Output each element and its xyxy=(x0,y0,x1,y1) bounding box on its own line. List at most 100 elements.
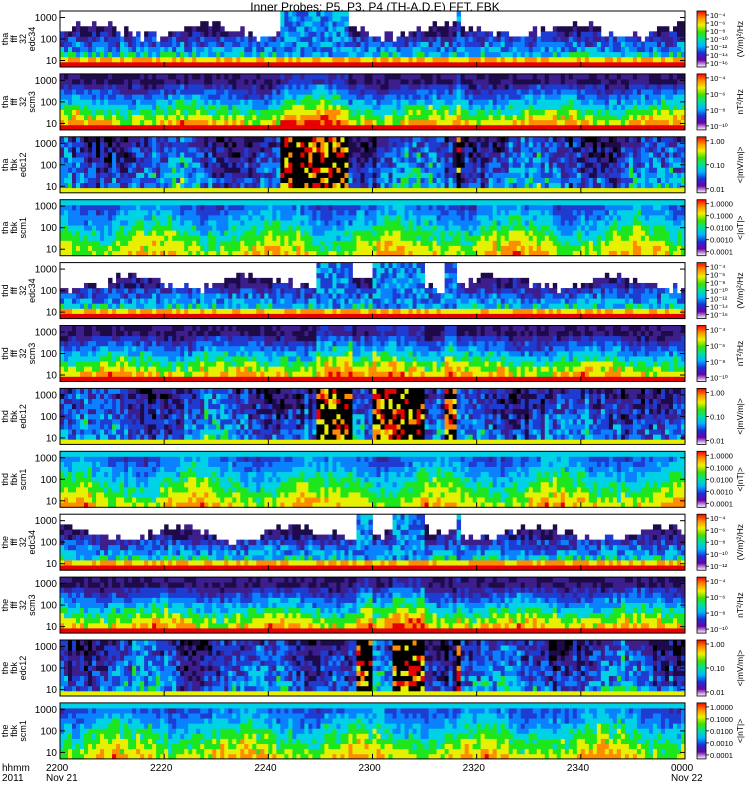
colorbar-tick-label: 10⁻⁸ xyxy=(710,538,725,547)
y-tick-label: 10 xyxy=(46,119,58,130)
colorbar-label: nT²/Hz xyxy=(735,89,745,115)
spectrogram-panel: 1000 100 10 thd fbk edc12 1.00 0.10 0.01 <|mV/m|> xyxy=(0,387,745,445)
colorbar xyxy=(696,513,707,571)
colorbar-tick-label: 10⁻⁶ xyxy=(710,526,725,535)
colorbar-label: nT²/Hz xyxy=(735,341,745,367)
y-axis-label: fbk xyxy=(9,410,19,423)
colorbar-tick-label: 10⁻¹⁶ xyxy=(710,311,728,320)
spectrogram-panel: 1000 100 10 the fff 32 scm3 10⁻⁴ 10⁻⁶ 10⁻⁸ 10⁻¹⁰ nT… xyxy=(0,576,745,634)
colorbar-tick-label: 1.00 xyxy=(710,640,725,649)
y-axis-label: fbk xyxy=(9,221,19,234)
colorbar-tick-label: 10⁻⁴ xyxy=(710,577,726,586)
colorbar-tick-label: 10⁻¹⁰ xyxy=(710,625,728,634)
colorbar-tick-label: 10⁻⁸ xyxy=(710,609,725,618)
colorbar-tick-label: 0.0010 xyxy=(710,739,733,748)
y-tick-label: 10 xyxy=(46,685,58,696)
y-axis-label: the xyxy=(0,536,10,549)
colorbar-tick-label: 10⁻⁴ xyxy=(710,263,726,272)
y-tick-label: 1000 xyxy=(35,327,58,338)
y-tick-label: 100 xyxy=(40,538,57,549)
y-tick-label: 100 xyxy=(40,664,57,675)
y-tick-label: 10 xyxy=(46,308,58,319)
y-tick-label: 100 xyxy=(40,726,57,737)
colorbar-tick-label: 10⁻⁶ xyxy=(710,19,725,28)
y-axis-label: fff xyxy=(9,35,19,43)
y-axis-label: tha xyxy=(0,159,10,172)
colorbar-tick-label: 10⁻¹⁴ xyxy=(710,303,728,312)
y-axis-label: fbk xyxy=(9,662,19,675)
colorbar-tick-label: 0.0100 xyxy=(710,475,733,484)
colorbar xyxy=(696,639,707,697)
spectrogram-panel: 1000 100 10 tha fbk edc12 1.00 0.10 0.01 <|mV/m|> xyxy=(0,136,745,194)
colorbar xyxy=(696,10,707,68)
y-axis-label: 32 xyxy=(18,97,28,107)
colorbar xyxy=(696,702,707,760)
colorbar-tick-label: 10⁻¹⁶ xyxy=(710,59,728,68)
y-axis-label: fff xyxy=(9,349,19,357)
spectrogram-panel: 1000 100 10 thd fbk scm1 1.0000 0.1000 0.0100 0.0… xyxy=(0,450,745,508)
y-axis-label: thd xyxy=(0,410,10,423)
y-tick-label: 1000 xyxy=(35,139,58,150)
colorbar-tick-label: 0.10 xyxy=(710,412,725,421)
spectrogram-panel: 1000 100 10 the fff 32 edc34 10⁻⁴ 10⁻⁶ 10⁻⁸ 10⁻¹⁰ 1… xyxy=(0,513,745,571)
colorbar-tick-label: 10⁻⁶ xyxy=(710,271,725,280)
spectrogram-panel: 1000 100 10 tha fff 32 scm3 10⁻⁴ 10⁻⁶ 10⁻⁸ 10⁻¹⁰ nT… xyxy=(0,73,745,131)
y-tick-label: 100 xyxy=(40,475,57,486)
y-axis-label: thd xyxy=(0,284,10,297)
y-axis-label: tha xyxy=(0,33,10,46)
y-axis-label: 32 xyxy=(18,34,28,44)
spectrogram-panel: 1000 100 10 the fbk edc12 1.00 0.10 0.01 <|mV/m|> xyxy=(0,639,745,697)
y-tick-label: 100 xyxy=(40,97,57,108)
y-tick-label: 1000 xyxy=(35,202,58,213)
colorbar-tick-label: 10⁻⁸ xyxy=(710,358,725,367)
colorbar xyxy=(696,576,707,634)
colorbar-tick-label: 0.0001 xyxy=(710,499,733,508)
y-tick-label: 1000 xyxy=(35,642,58,653)
y-axis-label: 32 xyxy=(18,537,28,547)
colorbar-label: <|mV/m|> xyxy=(735,398,745,435)
y-axis-label: 32 xyxy=(18,600,28,610)
colorbar-tick-label: 1.00 xyxy=(710,388,725,397)
colorbar-tick-label: 0.0010 xyxy=(710,236,733,245)
colorbar-tick-label: 10⁻¹⁴ xyxy=(710,51,728,60)
colorbar-label: <|mV/m|> xyxy=(735,650,745,687)
colorbar-tick-label: 10⁻⁶ xyxy=(710,90,725,99)
y-axis-label: 32 xyxy=(18,286,28,296)
y-axis-label: edc34 xyxy=(27,27,37,52)
y-axis-label: thd xyxy=(0,347,10,360)
colorbar-tick-label: 10⁻⁴ xyxy=(710,11,726,20)
colorbar-tick-label: 1.0000 xyxy=(710,200,733,209)
y-axis-label: fff xyxy=(9,98,19,106)
colorbar-tick-label: 10⁻¹⁰ xyxy=(710,374,728,383)
colorbar-tick-label: 10⁻⁶ xyxy=(710,342,725,351)
y-axis-label: the xyxy=(0,725,10,738)
y-axis-label: fff xyxy=(9,601,19,609)
y-tick-label: 10 xyxy=(46,433,58,444)
y-axis-label: fff xyxy=(9,287,19,295)
y-tick-label: 1000 xyxy=(35,705,58,716)
y-axis-label: the xyxy=(0,599,10,612)
colorbar xyxy=(696,136,707,194)
y-tick-label: 100 xyxy=(40,223,57,234)
colorbar-tick-label: 0.0100 xyxy=(710,224,733,233)
y-tick-label: 10 xyxy=(46,182,58,193)
y-tick-label: 1000 xyxy=(35,453,58,464)
colorbar-tick-label: 0.0010 xyxy=(710,487,733,496)
colorbar-label: <|mV/m|> xyxy=(735,147,745,184)
colorbar xyxy=(696,262,707,320)
y-tick-label: 10 xyxy=(46,245,58,256)
y-tick-label: 10 xyxy=(46,559,58,570)
y-tick-label: 1000 xyxy=(35,13,58,24)
colorbar-tick-label: 10⁻⁸ xyxy=(710,27,725,36)
colorbar-tick-label: 10⁻¹² xyxy=(710,295,728,304)
colorbar xyxy=(696,325,707,382)
colorbar-tick-label: 10⁻¹⁰ xyxy=(710,122,728,131)
y-tick-label: 100 xyxy=(40,286,57,297)
colorbar-tick-label: 10⁻⁴ xyxy=(710,326,726,335)
y-axis-label: fff xyxy=(9,538,19,546)
colorbar xyxy=(696,450,707,508)
y-axis-label: scm3 xyxy=(27,91,37,113)
y-axis-label: edc34 xyxy=(27,530,37,555)
